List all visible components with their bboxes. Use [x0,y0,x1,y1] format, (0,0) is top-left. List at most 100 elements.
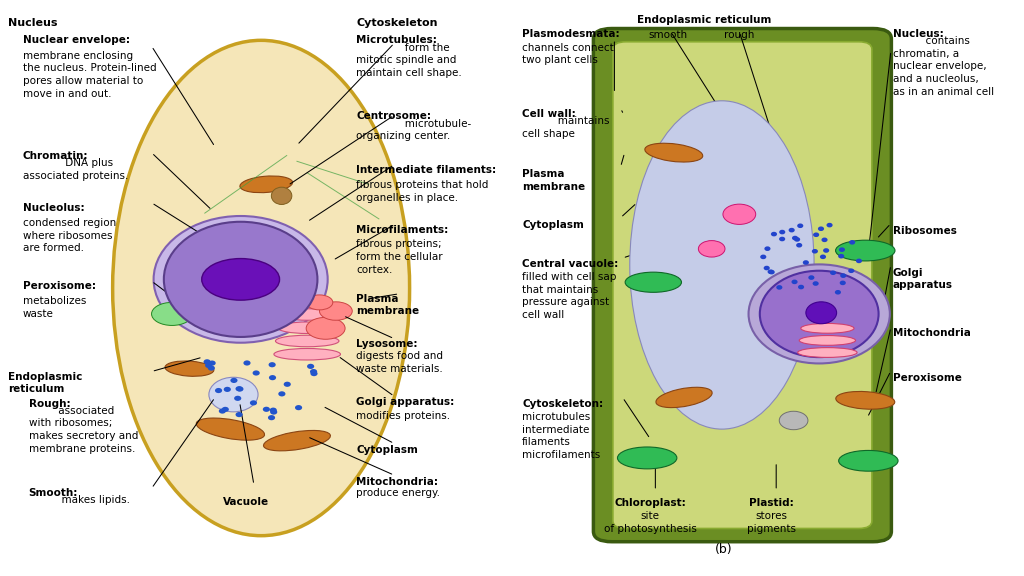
Ellipse shape [307,364,314,369]
Ellipse shape [796,243,802,248]
Ellipse shape [310,371,317,376]
Ellipse shape [808,275,814,280]
Ellipse shape [645,143,702,162]
Ellipse shape [820,255,826,259]
Text: Plasma
membrane: Plasma membrane [522,169,586,192]
Text: Plastid:: Plastid: [749,498,794,508]
Text: Nucleus:: Nucleus: [893,29,944,39]
Ellipse shape [779,230,785,234]
Ellipse shape [310,369,317,374]
Ellipse shape [769,270,775,274]
Ellipse shape [630,101,814,429]
Ellipse shape [209,377,258,412]
Text: condensed region
where ribosomes
are formed.: condensed region where ribosomes are for… [23,218,116,253]
Text: Plasmodesmata:: Plasmodesmata: [522,29,620,39]
Ellipse shape [840,274,846,278]
Ellipse shape [806,302,837,324]
Text: Golgi
apparatus: Golgi apparatus [893,268,953,290]
Text: filled with cell sap
that maintains
pressure against
cell wall: filled with cell sap that maintains pres… [522,272,616,320]
Ellipse shape [698,241,725,257]
Ellipse shape [768,270,774,274]
Ellipse shape [295,405,302,410]
Ellipse shape [169,285,200,302]
Text: Ribosomes: Ribosomes [893,226,956,236]
Ellipse shape [230,378,238,383]
Text: maintains
cell shape: maintains cell shape [522,116,609,139]
Ellipse shape [234,396,242,401]
Text: fibrous proteins;
form the cellular
cortex.: fibrous proteins; form the cellular cort… [356,239,443,275]
Ellipse shape [803,260,809,265]
Ellipse shape [240,176,293,193]
Text: Plasma
membrane: Plasma membrane [356,294,420,316]
Ellipse shape [749,264,890,363]
Text: Cytoskeleton: Cytoskeleton [356,18,438,28]
Ellipse shape [776,285,782,290]
Ellipse shape [760,255,766,259]
Ellipse shape [839,247,845,252]
Ellipse shape [798,285,804,289]
Ellipse shape [839,450,898,471]
Text: microtubule-
organizing center.: microtubule- organizing center. [356,119,472,142]
Ellipse shape [723,204,756,225]
Ellipse shape [813,281,819,286]
Text: Rough:: Rough: [29,399,71,408]
Ellipse shape [830,271,837,275]
Text: site
of photosynthesis: site of photosynthesis [604,511,696,535]
Ellipse shape [219,408,226,414]
Text: Smooth:: Smooth: [29,488,78,498]
Ellipse shape [269,408,276,413]
Text: associated
with ribosomes;
makes secretory and
membrane proteins.: associated with ribosomes; makes secreto… [29,406,138,454]
Ellipse shape [797,223,803,228]
Ellipse shape [838,254,844,259]
Ellipse shape [268,362,275,367]
Ellipse shape [204,359,211,365]
FancyBboxPatch shape [612,42,871,529]
Ellipse shape [849,240,855,245]
Text: Cell wall:: Cell wall: [522,109,575,119]
Ellipse shape [222,407,229,412]
Ellipse shape [250,400,257,406]
Text: contains
chromatin, a
nuclear envelope,
and a nucleolus,
as in an animal cell: contains chromatin, a nuclear envelope, … [893,36,994,97]
Text: digests food and
waste materials.: digests food and waste materials. [356,351,443,374]
Text: (b): (b) [715,543,733,556]
Ellipse shape [253,370,260,376]
Text: Cytoskeleton:: Cytoskeleton: [522,399,603,408]
Ellipse shape [202,259,280,300]
Text: Mitochondria: Mitochondria [893,328,971,338]
Ellipse shape [113,40,410,536]
Text: Peroxisome: Peroxisome [893,373,962,383]
Ellipse shape [656,387,712,408]
Ellipse shape [306,295,333,310]
Ellipse shape [263,430,331,451]
Text: Endoplasmic reticulum: Endoplasmic reticulum [637,15,772,25]
Ellipse shape [764,247,770,251]
Ellipse shape [812,249,818,253]
Ellipse shape [792,279,798,284]
Ellipse shape [835,290,841,294]
Text: produce energy.: produce energy. [356,488,440,498]
Ellipse shape [760,271,879,357]
Text: fibrous proteins that hold
organelles in place.: fibrous proteins that hold organelles in… [356,180,488,203]
Ellipse shape [306,317,345,339]
Ellipse shape [821,237,827,242]
Ellipse shape [275,335,339,347]
Text: channels connect
two plant cells: channels connect two plant cells [522,43,614,66]
Ellipse shape [278,322,337,334]
FancyBboxPatch shape [593,28,891,541]
Ellipse shape [270,410,278,415]
Text: Endoplasmic
reticulum: Endoplasmic reticulum [8,372,83,394]
Ellipse shape [205,363,212,368]
Text: Mitochondria:: Mitochondria: [356,477,438,487]
Ellipse shape [237,386,244,392]
Ellipse shape [779,237,785,241]
Ellipse shape [798,347,857,357]
Ellipse shape [273,348,340,360]
Ellipse shape [164,222,317,337]
Ellipse shape [209,361,216,366]
Ellipse shape [799,335,856,346]
Ellipse shape [801,324,854,333]
Text: Nuclear envelope:: Nuclear envelope: [23,35,129,44]
Text: Nucleus: Nucleus [8,18,57,28]
Text: Chloroplast:: Chloroplast: [614,498,686,508]
Text: stores
pigments: stores pigments [746,511,796,535]
